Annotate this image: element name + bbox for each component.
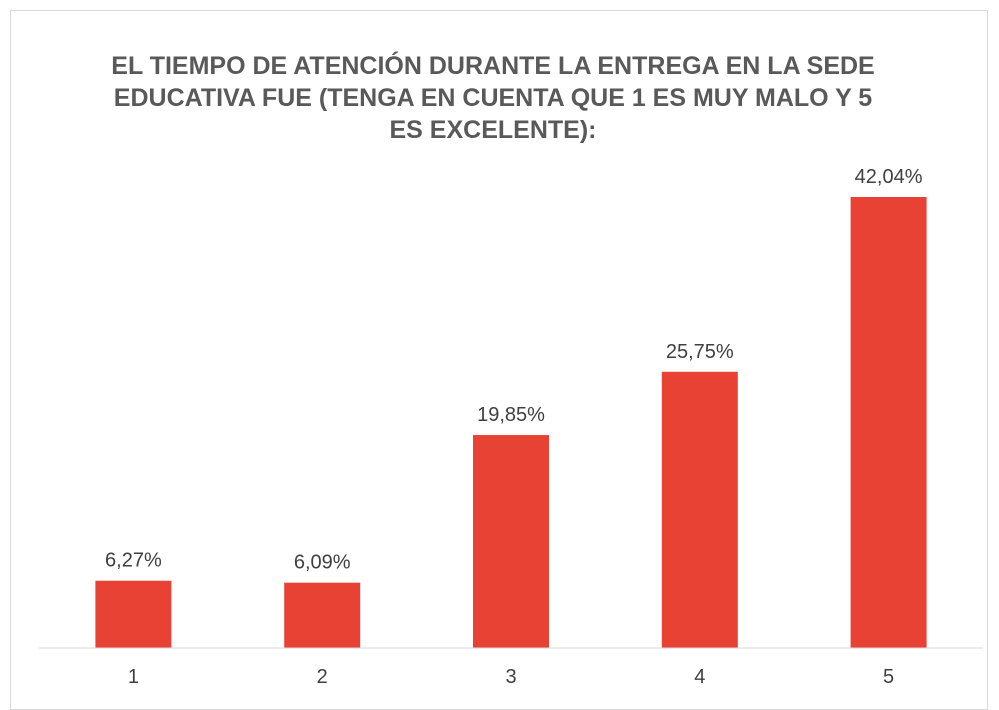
bar (284, 582, 361, 648)
x-tick-label: 1 (128, 666, 139, 688)
bar (661, 371, 738, 648)
x-tick-label: 5 (883, 666, 894, 688)
data-label: 19,85% (477, 404, 545, 426)
data-label: 25,75% (666, 341, 734, 363)
bar (95, 580, 172, 648)
x-tick-label: 2 (317, 666, 328, 688)
x-tick-label: 4 (694, 666, 705, 688)
bar (850, 197, 927, 648)
x-tick-label: 3 (505, 666, 516, 688)
data-label: 6,09% (294, 552, 351, 574)
chart-title: EL TIEMPO DE ATENCIÓN DURANTE LA ENTREGA… (111, 52, 875, 144)
bar (473, 435, 549, 648)
data-label: 6,27% (105, 550, 162, 572)
data-label: 42,04% (855, 166, 923, 188)
